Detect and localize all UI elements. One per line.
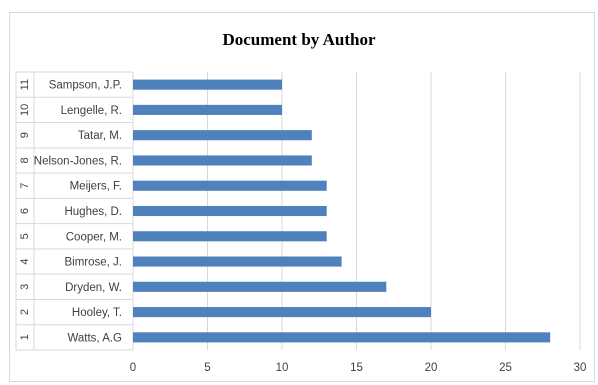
bar	[133, 281, 387, 292]
chart-frame	[9, 12, 595, 382]
category-label: Hughes, D.	[64, 206, 122, 218]
category-index: 3	[19, 284, 31, 290]
x-tick-label: 20	[425, 362, 438, 374]
category-label: Hooley, T.	[72, 307, 122, 319]
category-index: 7	[19, 183, 31, 189]
bar	[133, 155, 312, 166]
x-axis-ticks: 0 5 10 15 20 25 30	[130, 362, 587, 374]
category-index: 10	[19, 104, 31, 116]
category-label: Tatar, M.	[78, 130, 122, 142]
bar	[133, 180, 327, 191]
bar	[133, 79, 282, 90]
chart-title: Document by Author	[222, 30, 376, 49]
x-tick-label: 25	[499, 362, 512, 374]
bar	[133, 256, 342, 267]
bar	[133, 231, 327, 242]
category-label: Lengelle, R.	[61, 105, 122, 117]
category-index: 2	[19, 309, 31, 315]
category-label: Bimrose, J.	[64, 257, 122, 269]
category-index: 8	[19, 157, 31, 163]
category-index: 11	[19, 79, 31, 90]
category-index: 6	[19, 208, 31, 214]
category-index: 1	[19, 334, 31, 340]
bar	[133, 130, 312, 141]
category-label: Cooper, M.	[66, 231, 122, 243]
bar	[133, 104, 282, 115]
category-table: Watts, A.G 1 Hooley, T. 2 Dryden, W. 3 Bimrose…	[15, 71, 134, 351]
category-index: 4	[19, 258, 31, 264]
category-label: Nelson-Jones, R.	[34, 155, 122, 167]
category-label: Meijers, F.	[70, 181, 122, 193]
category-index: 5	[19, 233, 31, 239]
bar	[133, 307, 431, 318]
bars	[133, 79, 551, 343]
category-label: Sampson, J.P.	[49, 80, 122, 92]
x-tick-label: 0	[130, 362, 136, 374]
x-tick-label: 15	[350, 362, 363, 374]
x-tick-label: 5	[204, 362, 210, 374]
bar	[133, 205, 327, 217]
category-index: 9	[19, 132, 31, 138]
x-tick-label: 30	[574, 362, 587, 374]
category-label: Dryden, W.	[65, 282, 122, 294]
bar	[133, 332, 551, 343]
category-label: Watts, A.G	[67, 332, 122, 344]
x-tick-label: 10	[276, 362, 289, 374]
